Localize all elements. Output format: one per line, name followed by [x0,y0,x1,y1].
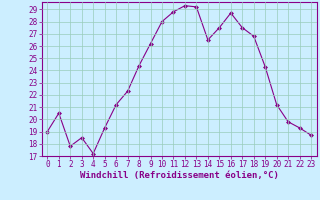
X-axis label: Windchill (Refroidissement éolien,°C): Windchill (Refroidissement éolien,°C) [80,171,279,180]
